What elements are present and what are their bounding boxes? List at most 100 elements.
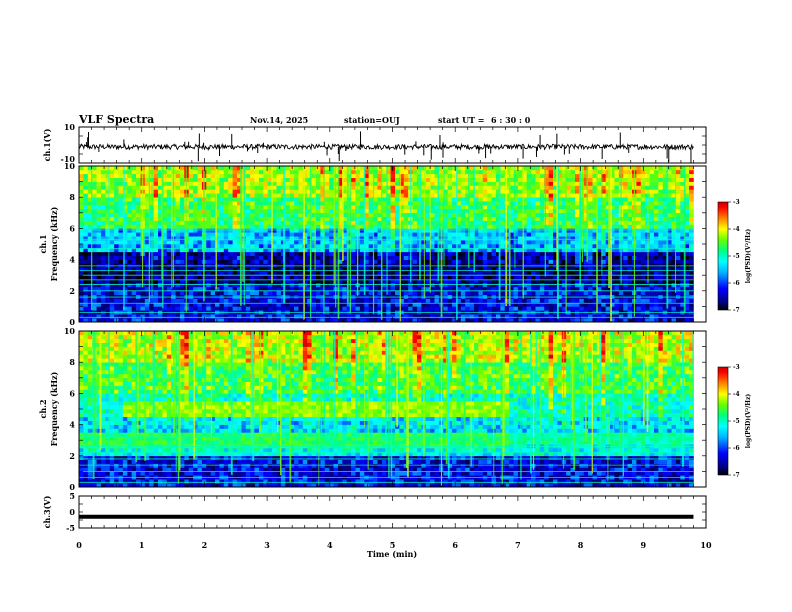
- spectrogram-cell: [579, 216, 585, 221]
- spectrogram-cell: [342, 193, 348, 198]
- spectrogram-cell: [456, 232, 462, 237]
- spectrogram-cell: [478, 177, 484, 182]
- spectrogram-cell: [539, 279, 545, 284]
- spectrogram-cell: [245, 228, 251, 233]
- spectrogram-cell: [206, 267, 211, 272]
- spectrogram-cell: [460, 224, 466, 229]
- spectrogram-cell: [553, 169, 558, 175]
- spectrogram-cell: [430, 314, 435, 319]
- spectrogram-cell: [583, 306, 589, 311]
- spectrogram-cell: [289, 247, 295, 253]
- spectrogram-cell: [399, 224, 405, 229]
- spectrogram-cell: [566, 216, 571, 221]
- spectrogram-cell: [531, 228, 536, 233]
- spectrogram-cell: [79, 290, 84, 295]
- spectrogram-cell: [601, 240, 606, 245]
- spectrogram-cell: [114, 244, 119, 249]
- spectrogram-cell: [237, 306, 242, 311]
- spectrogram-cell: [87, 216, 93, 221]
- spectrogram-cell: [574, 236, 580, 241]
- spectrogram-cell: [96, 244, 102, 249]
- spectrogram-cell: [570, 185, 576, 190]
- spectrogram-cell: [513, 306, 519, 311]
- spectrogram-cell: [307, 220, 312, 225]
- spectrogram-cell: [557, 181, 563, 186]
- spectrogram-cell: [535, 251, 541, 256]
- spectrogram-cell: [592, 205, 598, 210]
- spectrogram-cell: [105, 216, 111, 221]
- spectrogram-cell: [228, 271, 233, 276]
- spectrogram-cell: [210, 177, 216, 182]
- spectrogram-cell: [390, 228, 396, 233]
- spectrogram-cell: [482, 166, 488, 171]
- spectrogram-cell: [83, 318, 89, 323]
- spectrogram-cell: [601, 185, 606, 190]
- spectrogram-cell: [237, 275, 242, 280]
- spectrogram-cell: [452, 224, 457, 229]
- spectrogram-cell: [513, 228, 519, 233]
- spectrogram-cell: [136, 208, 141, 214]
- spectrogram-cell: [237, 290, 242, 295]
- spectrogram-cell: [197, 228, 203, 233]
- spectrogram-cell: [79, 255, 84, 260]
- spectrogram-cell: [254, 208, 260, 214]
- spectrogram-cell: [197, 302, 203, 307]
- spectrogram-cell: [605, 314, 611, 319]
- spectrogram-cell: [386, 279, 391, 284]
- spectrogram-cell: [456, 169, 462, 175]
- spectrogram-cell: [87, 275, 93, 280]
- spectrogram-cell: [294, 193, 299, 198]
- spectrogram-cell: [395, 244, 400, 249]
- spectrogram-cell: [144, 236, 150, 241]
- spectrogram-cell: [465, 251, 470, 256]
- spectrogram-cell: [193, 208, 198, 214]
- spectrogram-cell: [206, 177, 211, 182]
- spectrogram-cell: [193, 205, 198, 210]
- spectrogram-cell: [412, 185, 418, 190]
- spectrogram-cell: [96, 189, 102, 194]
- spectrogram-cell: [469, 212, 475, 217]
- spectrogram-cell: [228, 314, 233, 319]
- spectrogram-cell: [495, 271, 501, 276]
- spectrogram-cell: [359, 169, 365, 175]
- spectrogram-cell: [263, 197, 269, 202]
- spectrogram-cell: [509, 173, 514, 178]
- spectrogram-cell: [539, 232, 545, 237]
- spectrogram-cell: [579, 173, 585, 178]
- spectrogram-cell: [298, 306, 304, 311]
- spectrogram-cell: [153, 232, 159, 237]
- spectrogram-cell: [109, 298, 115, 303]
- spectrogram-cell: [377, 208, 383, 214]
- spectrogram-cell: [254, 205, 260, 210]
- spectrogram-cell: [289, 224, 295, 229]
- spectrogram-cell: [228, 290, 233, 295]
- spectrogram-cell: [162, 193, 168, 198]
- spectrogram-cell: [548, 193, 554, 198]
- spectrogram-cell: [517, 232, 523, 237]
- spectrogram-cell: [320, 169, 326, 175]
- spectrogram-cell: [188, 205, 194, 210]
- spectrogram-cell: [408, 298, 413, 303]
- spectrogram-cell: [487, 208, 492, 214]
- spectrogram-cell: [83, 208, 89, 214]
- spectrogram-cell: [588, 177, 593, 182]
- spectrogram-cell: [250, 306, 255, 311]
- spectrogram-cell: [298, 232, 304, 237]
- spectrogram-cell: [430, 177, 435, 182]
- spectrogram-cell: [254, 189, 260, 194]
- spectrogram-cell: [495, 173, 501, 178]
- spectrogram-cell: [460, 193, 466, 198]
- spectrogram-cell: [351, 275, 356, 280]
- spectrogram-cell: [219, 189, 225, 194]
- spectrogram-cell: [364, 244, 369, 249]
- spectrogram-cell: [517, 279, 523, 284]
- spectrogram-cell: [596, 286, 602, 292]
- spectrogram-cell: [324, 216, 330, 221]
- spectrogram-cell: [100, 255, 106, 260]
- spectrogram-cell: [131, 298, 137, 303]
- spectrogram-cell: [601, 290, 606, 295]
- spectrogram-cell: [566, 208, 571, 214]
- spectrogram-cell: [557, 298, 563, 303]
- spectrogram-cell: [258, 306, 264, 311]
- spectrogram-cell: [526, 240, 532, 245]
